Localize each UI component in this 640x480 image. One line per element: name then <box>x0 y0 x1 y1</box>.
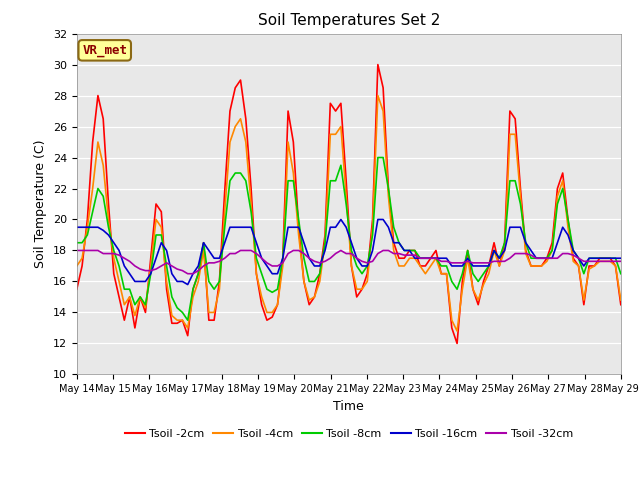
Tsoil -2cm <box>232 85 239 91</box>
Tsoil -16cm <box>237 224 244 230</box>
Tsoil -16cm <box>337 216 345 222</box>
Tsoil -8cm <box>580 271 588 276</box>
Tsoil -32cm <box>89 248 97 253</box>
Tsoil -16cm <box>73 224 81 230</box>
Tsoil -4cm <box>89 186 97 192</box>
Tsoil -16cm <box>184 282 191 288</box>
Tsoil -32cm <box>601 258 609 264</box>
Tsoil -4cm <box>211 310 218 315</box>
Tsoil -32cm <box>184 271 191 276</box>
Line: Tsoil -4cm: Tsoil -4cm <box>77 96 621 331</box>
Tsoil -2cm <box>580 302 588 308</box>
Tsoil -2cm <box>617 302 625 308</box>
Tsoil -2cm <box>342 178 350 184</box>
Tsoil -32cm <box>348 251 355 256</box>
Tsoil -16cm <box>606 255 614 261</box>
Line: Tsoil -2cm: Tsoil -2cm <box>77 65 621 343</box>
Tsoil -2cm <box>89 139 97 145</box>
Y-axis label: Soil Temperature (C): Soil Temperature (C) <box>35 140 47 268</box>
Text: VR_met: VR_met <box>82 44 127 57</box>
Legend: Tsoil -2cm, Tsoil -4cm, Tsoil -8cm, Tsoil -16cm, Tsoil -32cm: Tsoil -2cm, Tsoil -4cm, Tsoil -8cm, Tsoi… <box>120 424 577 443</box>
Tsoil -4cm <box>73 263 81 269</box>
Tsoil -4cm <box>606 258 614 264</box>
Tsoil -4cm <box>617 297 625 303</box>
Tsoil -16cm <box>617 255 625 261</box>
X-axis label: Time: Time <box>333 400 364 413</box>
Tsoil -32cm <box>617 258 625 264</box>
Title: Soil Temperatures Set 2: Soil Temperatures Set 2 <box>258 13 440 28</box>
Tsoil -2cm <box>211 317 218 323</box>
Tsoil -32cm <box>237 248 244 253</box>
Tsoil -4cm <box>453 328 461 334</box>
Tsoil -4cm <box>342 193 350 199</box>
Tsoil -8cm <box>617 271 625 276</box>
Tsoil -8cm <box>89 209 97 215</box>
Tsoil -2cm <box>374 62 381 68</box>
Tsoil -32cm <box>216 258 223 264</box>
Tsoil -8cm <box>184 317 191 323</box>
Line: Tsoil -16cm: Tsoil -16cm <box>77 219 621 285</box>
Tsoil -8cm <box>216 278 223 284</box>
Tsoil -4cm <box>232 124 239 130</box>
Tsoil -16cm <box>580 263 588 269</box>
Tsoil -16cm <box>89 224 97 230</box>
Tsoil -32cm <box>73 248 81 253</box>
Tsoil -16cm <box>353 255 360 261</box>
Tsoil -16cm <box>216 255 223 261</box>
Tsoil -8cm <box>606 255 614 261</box>
Tsoil -2cm <box>73 286 81 292</box>
Tsoil -8cm <box>73 240 81 246</box>
Line: Tsoil -8cm: Tsoil -8cm <box>77 157 621 320</box>
Tsoil -4cm <box>580 297 588 303</box>
Tsoil -8cm <box>348 248 355 253</box>
Tsoil -2cm <box>453 340 461 346</box>
Tsoil -8cm <box>237 170 244 176</box>
Tsoil -32cm <box>575 255 582 261</box>
Tsoil -8cm <box>374 155 381 160</box>
Tsoil -2cm <box>606 255 614 261</box>
Tsoil -4cm <box>374 93 381 98</box>
Line: Tsoil -32cm: Tsoil -32cm <box>77 251 621 274</box>
